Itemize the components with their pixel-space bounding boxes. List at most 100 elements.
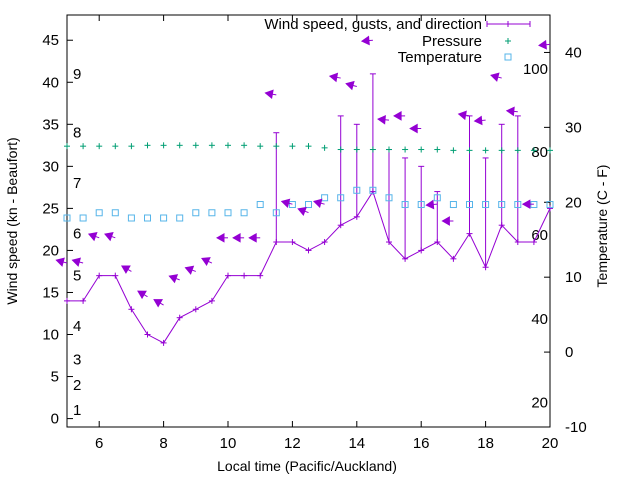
x-axis-label: Local time (Pacific/Auckland) — [217, 458, 397, 474]
legend-marker — [505, 21, 511, 27]
legend-label: Temperature — [398, 49, 482, 66]
wind-point — [241, 272, 248, 279]
temperature-point — [160, 214, 168, 222]
wind-series — [64, 73, 553, 346]
direction-arrow — [521, 199, 534, 210]
wind-point — [434, 239, 441, 246]
wind-point — [450, 255, 457, 262]
direction-arrow — [425, 199, 438, 210]
pressure-point — [321, 144, 328, 151]
wind-point — [547, 205, 553, 212]
fahrenheit-label: 60 — [531, 227, 548, 244]
pressure-point — [482, 147, 489, 154]
wind-point — [257, 272, 264, 279]
temperature-point — [514, 201, 522, 209]
pressure-point — [257, 143, 264, 150]
pressure-point — [418, 146, 425, 153]
pressure-point — [144, 142, 151, 149]
wind-point — [208, 297, 215, 304]
y-tick-label: 0 — [51, 411, 59, 428]
legend-swatch-temperature — [504, 53, 512, 61]
direction-arrow — [328, 72, 341, 83]
direction-arrow — [360, 35, 373, 46]
wind-point — [466, 230, 473, 237]
temperature-point — [192, 209, 200, 217]
pressure-point — [225, 142, 231, 149]
temperature-point — [240, 209, 248, 217]
fahrenheit-label: 40 — [531, 311, 548, 328]
temperature-point — [256, 201, 264, 209]
temperature-point — [369, 186, 377, 194]
x-tick-label: 10 — [220, 435, 237, 452]
wind-speed-line — [67, 190, 551, 344]
temperature-point — [353, 186, 361, 194]
pressure-series — [64, 142, 553, 154]
y2-tick-label: -10 — [565, 419, 587, 436]
y2-axis-label: Temperature (C - F) — [594, 165, 610, 288]
wind-point — [96, 272, 103, 279]
beaufort-label: 5 — [73, 268, 81, 285]
direction-arrow — [377, 114, 390, 125]
pressure-point — [386, 146, 392, 153]
legend: Wind speed, gusts, and directionPressure… — [264, 16, 531, 66]
beaufort-label: 1 — [73, 402, 81, 419]
wind-point — [289, 239, 296, 246]
temperature-point — [449, 201, 457, 209]
pressure-point — [466, 147, 473, 154]
temperature-point — [305, 201, 312, 209]
direction-arrow — [313, 198, 325, 208]
pressure-point — [273, 143, 280, 150]
temperature-point — [401, 201, 409, 209]
pressure-point — [289, 143, 296, 150]
wind-point — [176, 314, 183, 321]
y-tick-label: 10 — [42, 327, 59, 344]
temperature-point — [466, 201, 473, 209]
y-tick-label: 30 — [42, 158, 59, 175]
direction-arrow — [168, 274, 180, 284]
pressure-point — [241, 142, 248, 149]
temperature-point — [144, 214, 151, 222]
wind-point — [418, 247, 425, 254]
temperature-point — [417, 201, 425, 209]
pressure-point — [176, 142, 183, 149]
temperature-point — [63, 214, 71, 222]
direction-arrow — [538, 39, 551, 50]
direction-arrow — [441, 216, 454, 226]
direction-arrow — [104, 232, 116, 242]
y-tick-label: 5 — [51, 369, 59, 386]
direction-arrow — [201, 257, 213, 266]
y-tick-label: 35 — [42, 116, 59, 133]
pressure-point — [353, 146, 360, 153]
beaufort-label: 4 — [73, 318, 81, 335]
direction-arrow — [184, 265, 196, 275]
x-tick-label: 12 — [284, 435, 301, 452]
beaufort-label: 8 — [73, 125, 81, 142]
pressure-point — [514, 147, 521, 154]
temperature-point — [321, 194, 329, 202]
pressure-point — [160, 142, 167, 149]
wind-point — [321, 239, 328, 246]
temperature-point — [224, 209, 232, 217]
direction-arrow — [490, 72, 502, 82]
y2-tick-label: 10 — [565, 269, 582, 286]
direction-arrow — [505, 106, 518, 117]
pressure-point — [450, 147, 457, 154]
y2-tick-label: 30 — [565, 119, 582, 136]
direction-arrow — [473, 115, 486, 126]
direction-arrow — [153, 299, 164, 308]
direction-arrow — [345, 80, 357, 91]
direction-arrow — [55, 257, 68, 267]
beaufort-label: 6 — [73, 226, 81, 243]
x-tick-label: 14 — [348, 435, 365, 452]
direction-arrow — [457, 110, 470, 121]
wind-point — [514, 239, 521, 246]
pressure-point — [64, 143, 70, 150]
y2-tick-label: 0 — [565, 344, 573, 361]
beaufort-label: 2 — [73, 377, 81, 394]
wind-point — [160, 339, 167, 346]
temperature-point — [498, 201, 506, 209]
x-tick-label: 6 — [95, 435, 103, 452]
pressure-point — [128, 143, 135, 150]
pressure-point — [434, 146, 441, 153]
